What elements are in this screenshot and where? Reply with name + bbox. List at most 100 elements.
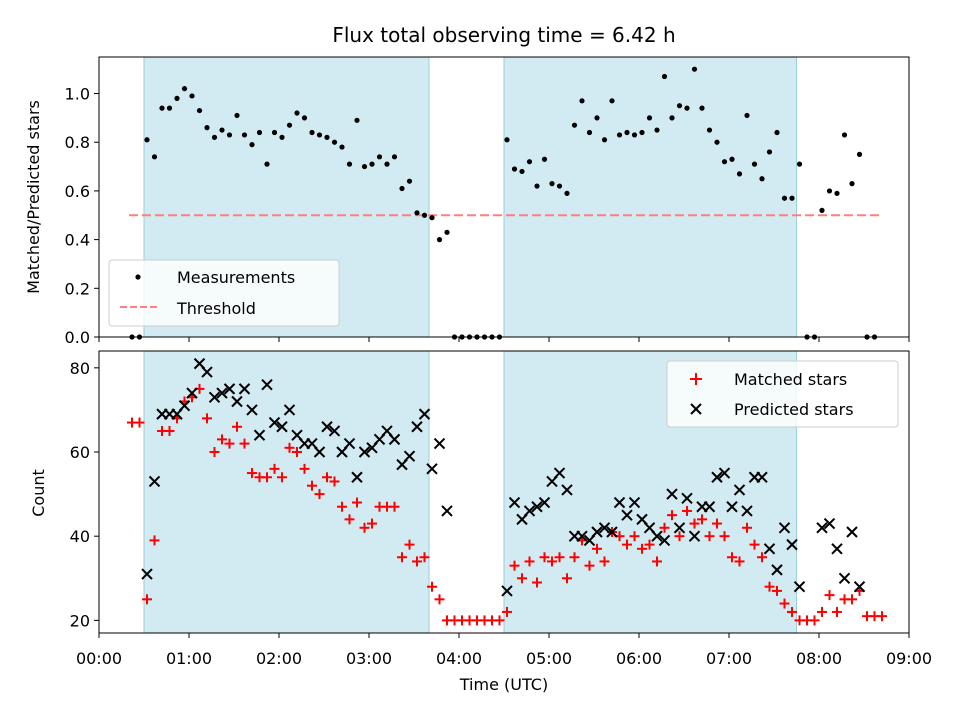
x-tick-label: 02:00: [256, 649, 302, 668]
matched-star-point: [674, 531, 685, 542]
top-y-tick-label: 0.8: [65, 133, 90, 152]
measurement-point: [669, 115, 675, 121]
matched-star-point: [217, 434, 227, 445]
measurement-point: [774, 129, 780, 136]
matched-star-point: [292, 447, 302, 458]
matched-star-point: [262, 472, 272, 483]
measurement-point: [646, 115, 653, 121]
matched-star-point: [689, 518, 700, 529]
predicted-star-point: [673, 522, 686, 534]
matched-star-point: [659, 522, 670, 533]
matched-star-point: [727, 552, 737, 563]
matched-star-point: [682, 505, 692, 516]
measurement-point: [789, 195, 795, 201]
matched-star-point: [269, 463, 280, 474]
measurement-point: [729, 156, 735, 162]
matched-star-point: [322, 472, 332, 483]
measurement-point: [684, 105, 690, 111]
matched-star-point: [299, 463, 310, 474]
measurement-point: [211, 134, 218, 140]
legend-matched-label: Matched stars: [734, 370, 847, 389]
matched-star-point: [164, 425, 175, 436]
legend-measurements-label: Measurements: [177, 268, 295, 287]
matched-star-point: [202, 413, 212, 424]
measurement-point: [504, 137, 510, 143]
predicted-star-point: [268, 416, 281, 429]
matched-star-point: [307, 480, 317, 491]
matched-star-point: [284, 442, 295, 453]
measurement-point: [384, 161, 390, 167]
predicted-star-point: [553, 467, 566, 479]
matched-star-point: [652, 556, 662, 567]
matched-star-point: [239, 438, 250, 449]
matched-star-point: [329, 476, 340, 487]
measurement-point: [196, 107, 203, 114]
matched-star-point: [344, 514, 355, 525]
predicted-star-point: [598, 522, 611, 534]
matched-star-point: [509, 560, 520, 571]
predicted-star-point: [238, 383, 251, 395]
measurement-point: [241, 132, 248, 138]
matched-star-point: [772, 585, 782, 596]
matched-star-point: [412, 556, 422, 567]
measurement-point: [354, 117, 360, 123]
matched-star-point: [877, 611, 887, 622]
predicted-star-point: [201, 366, 213, 378]
top-y-tick-label: 1.0: [65, 85, 90, 104]
predicted-star-point: [703, 501, 716, 513]
predicted-star-point: [231, 395, 243, 408]
measurement-point: [144, 137, 150, 143]
legend-threshold-label: Threshold: [176, 299, 256, 318]
predicted-star-points: [141, 357, 866, 597]
measurement-point: [189, 93, 195, 99]
matched-star-point: [749, 539, 760, 550]
measurement-point: [151, 154, 158, 160]
measurement-point: [586, 129, 593, 136]
predicted-star-point: [681, 492, 693, 505]
measurement-point: [849, 181, 855, 187]
matched-star-point: [847, 594, 857, 605]
predicted-star-point: [388, 433, 401, 446]
measurement-point: [181, 86, 188, 92]
matched-star-point: [584, 560, 595, 571]
top-shaded-intervals: [143, 56, 797, 338]
measurement-point: [556, 183, 563, 189]
bottom-y-axis-label: Count: [29, 469, 48, 517]
predicted-star-point: [538, 496, 551, 509]
matched-star-point: [787, 606, 797, 617]
measurement-point: [676, 103, 683, 109]
x-tick-label: 07:00: [706, 649, 752, 668]
measurement-point: [444, 229, 450, 235]
bottom-legend: Matched stars Predicted stars: [666, 360, 899, 428]
matched-star-point: [427, 581, 437, 592]
top-axis-ticks: 0.0 0.2 0.4 0.6 0.8 1.0: [65, 85, 910, 347]
matched-star-point: [644, 539, 655, 550]
bottom-y-tick-label: 80: [70, 359, 90, 378]
measurement-point: [234, 112, 240, 119]
top-legend-box: [108, 259, 340, 327]
measurement-point: [564, 190, 570, 196]
measurement-point: [159, 105, 165, 111]
predicted-star-point: [208, 391, 221, 404]
matched-star-point: [532, 577, 542, 588]
predicted-star-point: [741, 505, 753, 517]
bottom-y-tick-label: 60: [70, 443, 90, 462]
measurement-point: [219, 127, 225, 133]
measurement-point: [549, 181, 555, 187]
bottom-y-tick-label: 20: [70, 611, 90, 630]
predicted-star-point: [186, 387, 198, 399]
predicted-star-point: [846, 526, 858, 538]
measurement-point: [406, 178, 413, 184]
top-y-tick-label: 0.6: [65, 182, 90, 201]
matched-star-point: [224, 438, 235, 449]
measurement-point: [436, 237, 443, 243]
predicted-star-point: [501, 585, 513, 597]
predicted-star-point: [606, 526, 618, 538]
predicted-star-point: [328, 425, 341, 437]
measurement-point: [421, 212, 428, 218]
predicted-star-point: [523, 505, 536, 517]
predicted-star-point: [403, 450, 416, 462]
measurement-point: [616, 132, 623, 138]
chart-title: Flux total observing time = 6.42 h: [332, 23, 675, 47]
measurement-point: [541, 156, 548, 162]
